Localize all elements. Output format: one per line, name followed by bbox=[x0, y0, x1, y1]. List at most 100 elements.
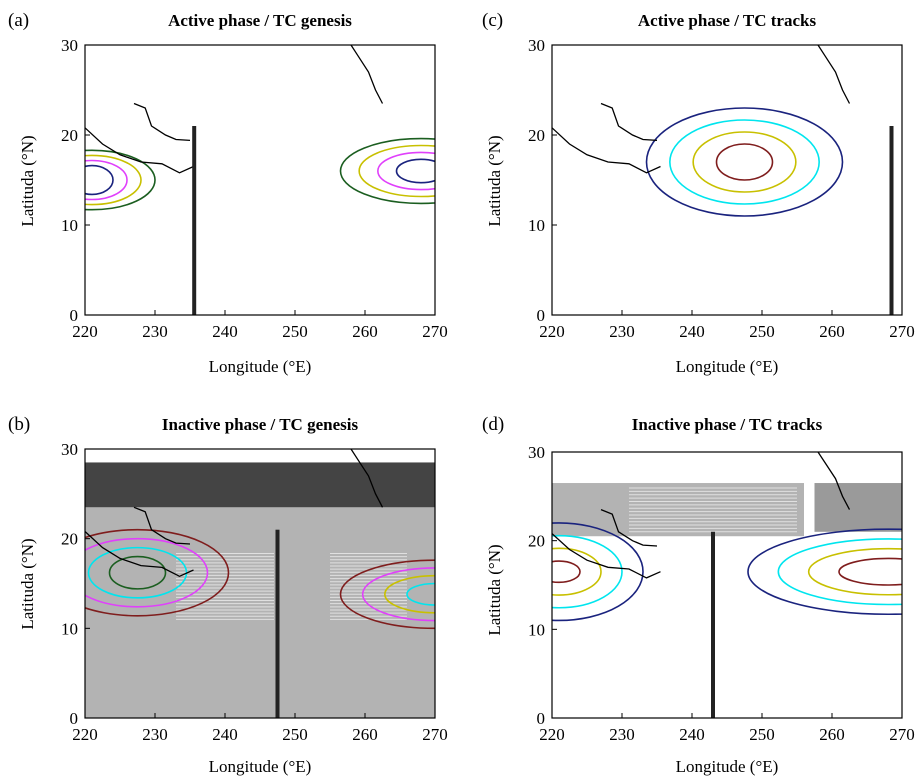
panel-label: (b) bbox=[8, 414, 30, 435]
dark-region bbox=[85, 462, 435, 508]
x-tick-label: 250 bbox=[749, 322, 775, 341]
contour-line bbox=[85, 149, 156, 211]
plot-frame bbox=[551, 44, 903, 316]
y-axis-label: Latituda (°N) bbox=[485, 135, 504, 226]
x-axis-label: Longitude (°E) bbox=[209, 757, 312, 776]
x-tick-label: 240 bbox=[679, 725, 705, 744]
y-tick-label: 10 bbox=[61, 619, 78, 638]
coastline bbox=[85, 531, 194, 578]
panel-c: (c) Active phase / TC tracks Longitude (… bbox=[482, 10, 915, 376]
plot-content bbox=[552, 45, 894, 315]
x-tick-label: 240 bbox=[212, 725, 238, 744]
x-tick-label: 230 bbox=[142, 322, 168, 341]
vertical-band bbox=[192, 126, 197, 315]
x-tick-label: 270 bbox=[422, 725, 448, 744]
contour-line bbox=[552, 560, 581, 584]
plot-content bbox=[552, 452, 902, 718]
x-tick-label: 240 bbox=[679, 322, 705, 341]
plot-content bbox=[85, 45, 435, 315]
plot-frame bbox=[84, 44, 436, 316]
vertical-band bbox=[711, 531, 715, 718]
contour-line bbox=[406, 582, 435, 606]
contour-line bbox=[747, 528, 902, 616]
contour-line bbox=[85, 528, 230, 617]
panel-title: Inactive phase / TC genesis bbox=[162, 415, 359, 434]
contour-line bbox=[838, 557, 902, 586]
coastline bbox=[817, 452, 851, 510]
y-axis-label: Latituda (°N) bbox=[18, 135, 37, 226]
x-tick-label: 230 bbox=[609, 725, 635, 744]
y-tick-label: 0 bbox=[537, 709, 546, 728]
coastline bbox=[600, 102, 658, 142]
contour-line bbox=[669, 119, 820, 205]
x-tick-label: 270 bbox=[889, 322, 915, 341]
contour-line bbox=[339, 137, 435, 205]
vertical-band bbox=[889, 126, 894, 315]
y-tick-label: 20 bbox=[61, 126, 78, 145]
panel-title: Active phase / TC tracks bbox=[638, 11, 817, 30]
y-tick-label: 30 bbox=[61, 36, 78, 55]
coastline bbox=[350, 449, 384, 508]
x-tick-label: 270 bbox=[889, 725, 915, 744]
y-tick-label: 0 bbox=[70, 709, 79, 728]
coastline bbox=[600, 508, 658, 547]
contour-line bbox=[358, 144, 435, 198]
x-tick-label: 270 bbox=[422, 322, 448, 341]
x-tick-label: 250 bbox=[282, 322, 308, 341]
contour-line bbox=[645, 107, 844, 217]
contour-line bbox=[715, 143, 774, 181]
x-axis-label: Longitude (°E) bbox=[676, 757, 779, 776]
x-tick-label: 240 bbox=[212, 322, 238, 341]
coastline bbox=[817, 45, 851, 104]
y-tick-label: 10 bbox=[528, 216, 545, 235]
coastline bbox=[552, 533, 661, 579]
plot-area: 220 230 240 250 260 270 0 10 20 30 bbox=[528, 36, 915, 341]
vertical-band bbox=[275, 529, 280, 718]
contour-line bbox=[552, 534, 623, 609]
contour-line bbox=[395, 158, 435, 184]
contour-line bbox=[85, 159, 128, 201]
coastline bbox=[133, 506, 191, 545]
y-axis-label: Latituda (°N) bbox=[485, 544, 504, 635]
y-tick-label: 30 bbox=[528, 36, 545, 55]
x-tick-label: 220 bbox=[72, 322, 98, 341]
contour-line bbox=[108, 555, 167, 590]
x-tick-label: 220 bbox=[72, 725, 98, 744]
plot-frame bbox=[84, 448, 436, 719]
x-tick-label: 220 bbox=[539, 322, 565, 341]
y-tick-label: 10 bbox=[528, 620, 545, 639]
x-tick-label: 250 bbox=[282, 725, 308, 744]
y-tick-label: 10 bbox=[61, 216, 78, 235]
coastline bbox=[85, 127, 194, 174]
x-tick-label: 230 bbox=[609, 322, 635, 341]
plot-area: 220 230 240 250 260 270 0 10 20 30 bbox=[61, 440, 448, 744]
y-tick-label: 30 bbox=[528, 443, 545, 462]
x-tick-label: 260 bbox=[352, 322, 378, 341]
y-tick-label: 0 bbox=[70, 306, 79, 325]
contour-line bbox=[85, 537, 209, 608]
x-tick-label: 220 bbox=[539, 725, 565, 744]
plot-area: 220 230 240 250 260 270 0 10 20 30 bbox=[61, 36, 448, 341]
coastline bbox=[350, 45, 384, 104]
plot-area: 220 230 240 250 260 270 0 10 20 30 bbox=[528, 443, 915, 744]
x-axis-label: Longitude (°E) bbox=[676, 357, 779, 376]
gray-region bbox=[814, 483, 902, 532]
contour-line bbox=[85, 154, 142, 206]
y-tick-label: 0 bbox=[537, 306, 546, 325]
panel-label: (a) bbox=[8, 10, 29, 31]
x-tick-label: 260 bbox=[819, 725, 845, 744]
contour-line bbox=[85, 164, 114, 196]
panel-title: Active phase / TC genesis bbox=[168, 11, 352, 30]
y-tick-label: 30 bbox=[61, 440, 78, 459]
contour-line bbox=[777, 538, 902, 606]
y-axis-label: Latituda (°N) bbox=[18, 538, 37, 629]
x-tick-label: 260 bbox=[819, 322, 845, 341]
contour-line bbox=[377, 151, 435, 191]
coastline bbox=[552, 127, 661, 174]
panel-a: (a) Active phase / TC genesis Longitude … bbox=[8, 10, 448, 376]
x-tick-label: 250 bbox=[749, 725, 775, 744]
panel-label: (c) bbox=[482, 10, 503, 31]
panel-title: Inactive phase / TC tracks bbox=[632, 415, 823, 434]
panel-b: (b) Inactive phase / TC genesis Longitud… bbox=[8, 414, 448, 776]
